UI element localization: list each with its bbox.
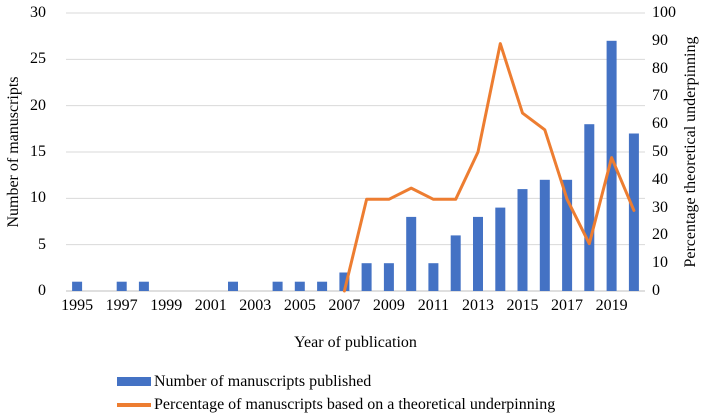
bar-2005 (294, 281, 305, 291)
bar-2018 (584, 124, 595, 291)
bar-2014 (495, 207, 506, 291)
bar-2009 (383, 263, 394, 291)
legend-line-label: Percentage of manuscripts based on a the… (154, 395, 556, 413)
bar-2002 (228, 281, 238, 291)
x-axis-tick-2019: 2019 (595, 297, 628, 314)
percentage-line (342, 42, 636, 293)
bar-2019 (606, 40, 617, 291)
legend: Number of manuscripts published Percenta… (117, 370, 555, 416)
bar-2006 (317, 281, 328, 291)
x-axis-tick-2009: 2009 (372, 297, 405, 314)
legend-bar-label: Number of manuscripts published (154, 372, 372, 390)
legend-line-swatch (117, 402, 151, 407)
right-axis-tick-50: 50 (652, 143, 668, 160)
left-axis-tick-10: 10 (30, 189, 46, 207)
right-axis-tick-40: 40 (652, 170, 668, 188)
right-axis-tick-20: 20 (652, 226, 668, 244)
right-axis-tick-90: 90 (652, 31, 668, 49)
right-axis-tick-100: 100 (652, 4, 676, 21)
x-axis-tick-2007: 2007 (328, 297, 361, 314)
left-axis-tick-20: 20 (30, 96, 46, 114)
legend-bar-swatch (117, 377, 151, 386)
x-axis-tick-1997: 1997 (105, 297, 138, 314)
bar-2008 (361, 263, 372, 291)
left-axis-title: Number of manuscripts (5, 76, 22, 228)
right-axis-tick-60: 60 (652, 115, 668, 133)
x-axis-tick-2015: 2015 (506, 297, 539, 314)
x-axis-tick-2001: 2001 (194, 297, 227, 314)
bar-2017 (562, 179, 573, 291)
bar-2012 (450, 235, 461, 291)
right-axis-tick-80: 80 (652, 59, 668, 77)
legend-item-bars: Number of manuscripts published (117, 370, 555, 393)
bar-1998 (138, 281, 149, 291)
x-axis-tick-2003: 2003 (239, 297, 272, 314)
right-axis-tick-0: 0 (652, 282, 660, 299)
right-axis-tick-70: 70 (652, 87, 668, 105)
bar-2015 (517, 189, 528, 291)
x-axis-title: Year of publication (294, 334, 417, 351)
x-axis-tick-1999: 1999 (150, 297, 183, 314)
bar-1995 (72, 281, 83, 291)
right-axis-title: Percentage theoretical underpinning (682, 36, 699, 268)
bar-2013 (473, 216, 483, 291)
bar-2010 (406, 216, 417, 291)
left-axis-tick-15: 15 (30, 143, 46, 160)
x-axis-tick-1995: 1995 (61, 297, 94, 314)
right-axis-tick-30: 30 (652, 198, 668, 216)
bar-2011 (428, 263, 439, 291)
x-axis-tick-2011: 2011 (417, 297, 450, 314)
left-axis-tick-30: 30 (30, 4, 46, 21)
left-axis-tick-0: 0 (38, 282, 46, 299)
left-axis-tick-5: 5 (38, 235, 46, 253)
x-axis-tick-2005: 2005 (283, 297, 316, 314)
bar-1997 (116, 281, 127, 291)
bar-2016 (539, 179, 550, 291)
legend-item-line: Percentage of manuscripts based on a the… (117, 393, 555, 416)
x-axis-tick-2017: 2017 (551, 297, 584, 314)
bar-2007 (339, 272, 350, 291)
x-axis-tick-2013: 2013 (461, 297, 494, 314)
right-axis-tick-10: 10 (652, 254, 668, 272)
left-axis-tick-25: 25 (30, 50, 46, 68)
bar-2004 (272, 281, 283, 291)
bar-2020 (628, 133, 639, 291)
